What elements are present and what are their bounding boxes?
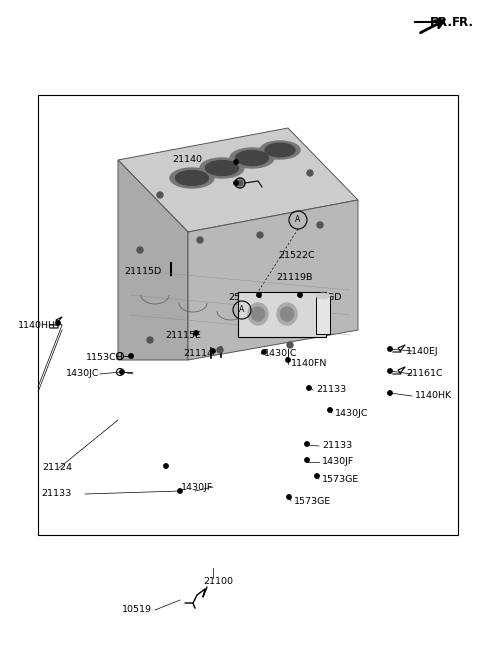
Ellipse shape xyxy=(252,307,264,321)
Text: FR.: FR. xyxy=(452,16,474,29)
Text: 1573GE: 1573GE xyxy=(294,497,331,506)
Text: 1430JC: 1430JC xyxy=(335,409,369,417)
Circle shape xyxy=(388,347,392,351)
Ellipse shape xyxy=(200,158,244,178)
Circle shape xyxy=(147,337,153,343)
Polygon shape xyxy=(168,260,174,264)
Text: 1573GE: 1573GE xyxy=(322,474,359,483)
Ellipse shape xyxy=(248,303,268,325)
Circle shape xyxy=(262,350,266,354)
Ellipse shape xyxy=(176,171,208,186)
Polygon shape xyxy=(188,200,358,360)
Text: 1430JC: 1430JC xyxy=(264,350,298,358)
Ellipse shape xyxy=(230,148,274,168)
Text: 21115E: 21115E xyxy=(165,331,201,340)
Text: A: A xyxy=(240,306,245,314)
Text: 21114: 21114 xyxy=(183,350,213,358)
Text: 25124D: 25124D xyxy=(228,293,265,302)
Circle shape xyxy=(164,464,168,468)
Text: 21124: 21124 xyxy=(42,464,72,472)
Text: FR.: FR. xyxy=(430,16,453,29)
Ellipse shape xyxy=(236,150,268,165)
Circle shape xyxy=(287,495,291,499)
Circle shape xyxy=(211,349,215,353)
Ellipse shape xyxy=(316,293,330,299)
Text: 21161C: 21161C xyxy=(406,369,443,379)
Ellipse shape xyxy=(205,161,239,176)
Circle shape xyxy=(305,441,309,446)
Polygon shape xyxy=(237,160,243,164)
Circle shape xyxy=(237,180,243,186)
Circle shape xyxy=(234,181,238,185)
Text: 1140HH: 1140HH xyxy=(18,321,56,329)
Circle shape xyxy=(56,321,60,325)
Circle shape xyxy=(178,489,182,493)
Bar xyxy=(38,95,458,535)
Circle shape xyxy=(388,391,392,395)
Circle shape xyxy=(257,293,261,297)
Circle shape xyxy=(328,408,332,412)
Circle shape xyxy=(287,342,293,348)
Text: 21133: 21133 xyxy=(42,489,72,499)
Text: 1153CH: 1153CH xyxy=(86,354,124,363)
Ellipse shape xyxy=(280,307,293,321)
Circle shape xyxy=(157,192,163,198)
Text: A: A xyxy=(295,216,300,224)
Circle shape xyxy=(307,386,311,390)
Text: 21100: 21100 xyxy=(203,577,233,586)
Ellipse shape xyxy=(260,141,300,159)
Text: 21119B: 21119B xyxy=(276,274,312,283)
Circle shape xyxy=(307,170,313,176)
Text: 21522C: 21522C xyxy=(278,251,314,260)
Text: 1430JF: 1430JF xyxy=(181,483,213,491)
Circle shape xyxy=(315,474,319,478)
Circle shape xyxy=(197,237,203,243)
Circle shape xyxy=(317,222,323,228)
Circle shape xyxy=(298,293,302,297)
Circle shape xyxy=(194,331,198,335)
Circle shape xyxy=(234,160,238,164)
Text: 10519: 10519 xyxy=(122,605,152,615)
Circle shape xyxy=(120,370,124,374)
Circle shape xyxy=(129,354,133,358)
Text: 1140GD: 1140GD xyxy=(304,293,343,302)
Text: 21140: 21140 xyxy=(172,155,202,165)
Text: 1140HK: 1140HK xyxy=(415,392,452,401)
Bar xyxy=(316,296,330,334)
Text: 21115D: 21115D xyxy=(124,266,162,276)
Circle shape xyxy=(305,458,309,462)
Polygon shape xyxy=(118,128,358,232)
Circle shape xyxy=(137,247,143,253)
Text: 1430JF: 1430JF xyxy=(322,457,354,466)
Text: 1430JC: 1430JC xyxy=(66,369,99,379)
Polygon shape xyxy=(118,160,188,360)
Text: 21133: 21133 xyxy=(316,386,346,394)
Circle shape xyxy=(257,232,263,238)
Text: 1140FN: 1140FN xyxy=(291,359,327,369)
Polygon shape xyxy=(209,346,213,349)
Bar xyxy=(238,292,326,337)
Text: 1140EJ: 1140EJ xyxy=(406,346,439,356)
Ellipse shape xyxy=(277,303,297,325)
Text: 21142: 21142 xyxy=(172,176,202,186)
Circle shape xyxy=(217,347,223,353)
Text: 21133: 21133 xyxy=(322,441,352,451)
Circle shape xyxy=(286,358,290,362)
Ellipse shape xyxy=(170,168,214,188)
Ellipse shape xyxy=(265,143,295,157)
Circle shape xyxy=(388,369,392,373)
Polygon shape xyxy=(219,345,223,348)
